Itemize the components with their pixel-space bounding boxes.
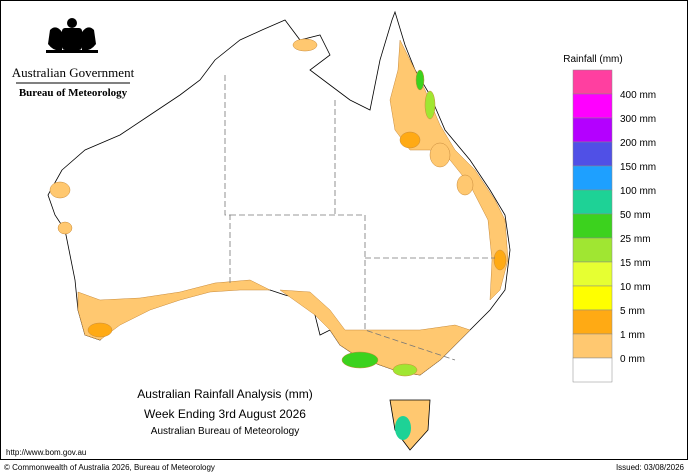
url: http://www.bom.gov.au bbox=[6, 448, 86, 457]
legend-swatch bbox=[572, 309, 613, 335]
rain-area bbox=[395, 416, 411, 440]
map-title-line: Australian Bureau of Meteorology bbox=[151, 426, 299, 437]
crest bbox=[46, 18, 98, 53]
legend-swatch bbox=[572, 261, 613, 287]
map-title-line: Week Ending 3rd August 2026 bbox=[144, 407, 306, 421]
legend-swatch bbox=[572, 165, 613, 191]
legend-swatch bbox=[572, 141, 613, 167]
legend-label: 150 mm bbox=[620, 162, 656, 173]
issued: Issued: 03/08/2026 bbox=[616, 463, 685, 472]
legend: 400 mm 300 mm 200 mm 150 mm 100 mm 50 mm 25 mm… bbox=[572, 69, 656, 383]
legend-swatch bbox=[572, 189, 613, 215]
legend-swatch bbox=[572, 93, 613, 119]
legend-swatch bbox=[572, 117, 613, 143]
rain-areas bbox=[49, 38, 509, 377]
legend-label: 0 mm bbox=[620, 354, 645, 365]
legend-swatch bbox=[572, 69, 613, 95]
legend-label: 10 mm bbox=[620, 282, 651, 293]
legend-title: Rainfall (mm) bbox=[563, 54, 622, 65]
map-titles: Australian Rainfall Analysis (mm) Week En… bbox=[137, 387, 312, 437]
bureau: Bureau of Meteorology bbox=[19, 87, 128, 99]
legend-swatch bbox=[572, 333, 613, 359]
copyright: © Commonwealth of Australia 2026, Bureau… bbox=[4, 463, 215, 472]
legend-label: 200 mm bbox=[620, 138, 656, 149]
legend-swatch bbox=[572, 237, 613, 263]
map bbox=[47, 10, 511, 451]
legend-label: 1 mm bbox=[620, 330, 645, 341]
legend-label: 300 mm bbox=[620, 114, 656, 125]
legend-label: 15 mm bbox=[620, 258, 651, 269]
legend-swatch bbox=[572, 213, 613, 239]
state-borders bbox=[224, 75, 495, 361]
legend-label: 5 mm bbox=[620, 306, 645, 317]
legend-label: 25 mm bbox=[620, 234, 651, 245]
legend-swatch bbox=[572, 285, 613, 311]
legend-swatch bbox=[572, 357, 613, 383]
map-title-line: Australian Rainfall Analysis (mm) bbox=[137, 387, 312, 401]
legend-label: 50 mm bbox=[620, 210, 651, 221]
agency: Australian Government bbox=[12, 65, 135, 80]
legend-label: 100 mm bbox=[620, 186, 656, 197]
legend-label: 400 mm bbox=[620, 90, 656, 101]
